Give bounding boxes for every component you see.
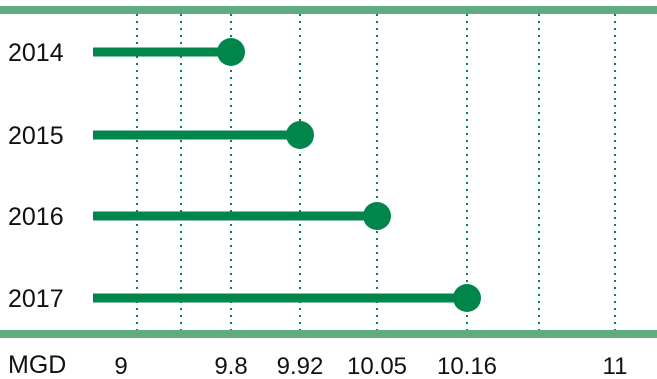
x-tick-label-5: 11 — [603, 353, 628, 379]
x-axis-tick-labels: 9 9.8 9.92 10.05 10.16 11 — [114, 353, 627, 379]
year-label-2017: 2017 — [8, 285, 64, 313]
year-label-2016: 2016 — [8, 203, 64, 231]
gridlines — [136, 14, 616, 330]
lollipop-dot-2016 — [363, 202, 391, 230]
bottom-rule — [0, 330, 657, 338]
lollipop-dot-2014 — [217, 38, 245, 66]
x-tick-label-1: 9.8 — [214, 353, 247, 379]
lollipop-dot-2015 — [286, 121, 314, 149]
unit-label: MGD — [8, 351, 66, 379]
x-tick-label-3: 10.05 — [347, 353, 407, 379]
x-tick-label-4: 10.16 — [437, 353, 497, 379]
top-rule — [0, 6, 657, 14]
lollipop-dot-2017 — [453, 284, 481, 312]
year-labels: 2014 2015 2016 2017 — [8, 39, 64, 313]
x-tick-label-0: 9 — [114, 353, 127, 379]
data-marks — [93, 38, 481, 312]
x-tick-label-2: 9.92 — [277, 353, 324, 379]
year-label-2015: 2015 — [8, 122, 64, 150]
year-label-2014: 2014 — [8, 39, 64, 67]
